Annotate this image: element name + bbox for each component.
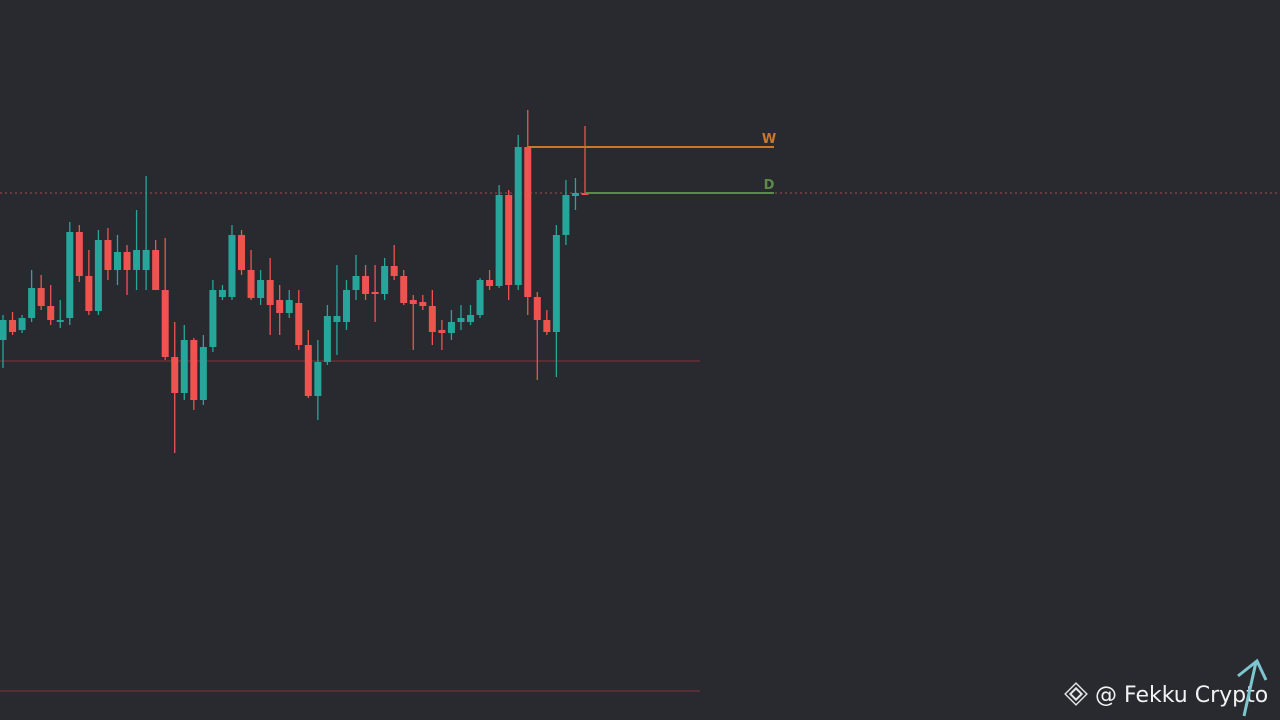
candle-body — [133, 250, 141, 270]
candle-body — [285, 300, 293, 313]
candle-body — [238, 235, 246, 270]
candle-body — [381, 266, 389, 294]
candle-body — [400, 276, 408, 303]
candle-body — [161, 290, 169, 357]
candle-body — [104, 240, 112, 270]
logo-diamond — [1068, 686, 1084, 702]
candle-body — [362, 276, 370, 294]
candle-body — [37, 288, 45, 306]
candle-body — [180, 340, 188, 393]
candle-body — [514, 147, 522, 285]
candle-body — [419, 302, 427, 306]
candle-body — [66, 232, 74, 318]
candle-body — [257, 280, 265, 298]
candle-body — [94, 240, 102, 311]
candle-body — [438, 330, 446, 333]
candle-body — [295, 303, 303, 345]
candle-body — [152, 250, 160, 290]
watermark: @ Fekku Crypto — [1095, 683, 1268, 708]
candle-body — [533, 297, 541, 320]
candle-body — [428, 306, 436, 332]
candle-body — [0, 320, 7, 340]
candle-body — [476, 280, 484, 315]
candle-body — [209, 290, 217, 347]
candle-body — [171, 357, 179, 393]
candle-body — [495, 195, 503, 286]
candle-body — [123, 252, 131, 270]
candle-body — [524, 147, 532, 297]
candle-body — [371, 292, 379, 294]
candle-body — [447, 322, 455, 333]
candle-body — [218, 290, 226, 297]
candle-body — [352, 276, 360, 290]
candle-body — [56, 320, 64, 322]
candle-body — [28, 288, 36, 318]
candle-body — [304, 345, 312, 396]
candle-body — [266, 280, 274, 305]
candle-body — [75, 232, 83, 276]
candle-body — [552, 235, 560, 332]
level-label: W — [762, 132, 776, 147]
candle-body — [47, 306, 55, 320]
candle-body — [486, 280, 494, 286]
candle-body — [467, 315, 475, 322]
candle-body — [333, 316, 341, 322]
candle-body — [85, 276, 93, 311]
candle-body — [142, 250, 150, 270]
candle-body — [314, 362, 322, 396]
arrow-icon — [1237, 658, 1268, 717]
level-label: D — [764, 178, 775, 193]
candle-body — [113, 252, 121, 270]
candle-body — [228, 235, 236, 297]
candle-body — [390, 266, 398, 276]
candle-body — [457, 318, 465, 322]
candle-body — [199, 347, 207, 400]
candle-body — [190, 340, 198, 400]
candle-body — [505, 195, 513, 285]
candle-body — [562, 195, 570, 235]
candle-body — [276, 300, 284, 313]
candle-body — [18, 318, 26, 330]
candle-body — [323, 316, 331, 362]
watermark-icon — [1064, 682, 1088, 706]
candle-body — [342, 290, 350, 322]
candle-body — [247, 270, 255, 298]
candle-body — [571, 193, 579, 196]
candle-body — [9, 320, 17, 332]
logo-outline — [1064, 682, 1088, 706]
candle-body — [543, 320, 551, 332]
candle-body — [409, 300, 417, 304]
